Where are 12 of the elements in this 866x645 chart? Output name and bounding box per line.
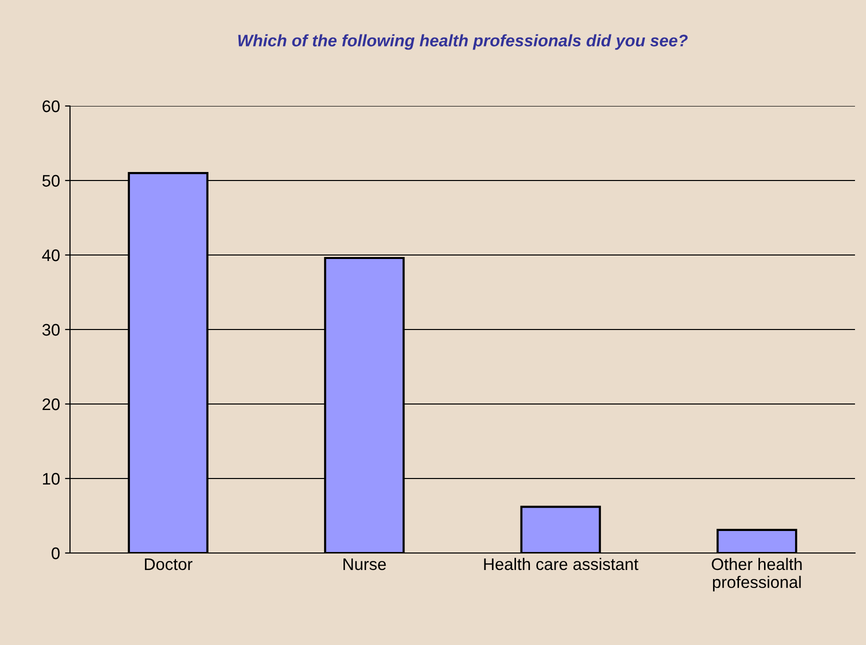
y-tick-label: 40 bbox=[42, 249, 60, 262]
x-tick-label: Nurse bbox=[344, 558, 386, 570]
y-tick-label: 20 bbox=[42, 398, 60, 410]
chart-title: Which of the following health professionals did you see? bbox=[238, 34, 688, 50]
y-tick-label: 50 bbox=[42, 174, 60, 187]
y-tick-label: 10 bbox=[43, 472, 60, 485]
y-tick-label: 60 bbox=[42, 100, 60, 112]
x-tick-label: Other health professional bbox=[712, 558, 802, 592]
x-tick-label: Health care assistant bbox=[484, 558, 638, 570]
y-tick-label: 30 bbox=[42, 324, 60, 336]
y-tick-label: 0 bbox=[52, 547, 60, 560]
x-tick-label: Doctor bbox=[144, 558, 192, 570]
